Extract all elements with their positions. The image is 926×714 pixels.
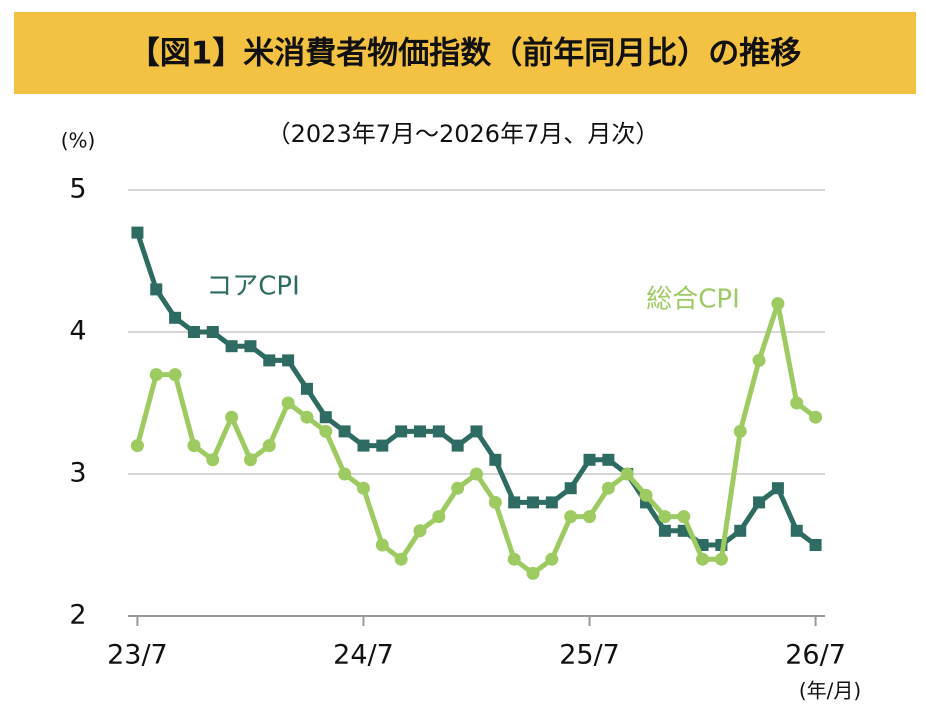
x-axis-label: (年/月) (799, 679, 861, 703)
data-point (150, 283, 163, 296)
data-point (357, 439, 370, 452)
data-point (527, 496, 540, 509)
data-point (658, 510, 672, 524)
data-point (564, 482, 577, 495)
data-point (470, 467, 483, 481)
data-point (376, 439, 389, 452)
data-point (300, 410, 314, 424)
x-tick-label: 23/7 (107, 640, 168, 671)
data-point (620, 467, 634, 481)
data-point (130, 439, 144, 453)
data-point (677, 510, 691, 524)
data-point (432, 510, 446, 524)
data-point (244, 340, 257, 353)
data-point (809, 539, 822, 551)
data-point (451, 439, 464, 452)
chart-title: 【図1】米消費者物価指数（前年同月比）の推移 (129, 36, 802, 72)
y-tick-label: 2 (69, 600, 86, 631)
data-point (809, 410, 823, 424)
data-point (696, 552, 710, 566)
data-point (149, 368, 163, 382)
data-point (169, 311, 182, 324)
data-point (375, 538, 389, 552)
data-point (413, 524, 427, 538)
data-point (790, 524, 803, 537)
data-point (489, 453, 502, 466)
data-point (470, 425, 483, 438)
data-point (225, 410, 239, 424)
data-point (714, 552, 728, 566)
data-point (206, 326, 219, 338)
data-point (243, 453, 257, 467)
data-point (601, 481, 615, 495)
data-point (451, 481, 465, 495)
data-point (564, 510, 578, 524)
data-point (734, 524, 747, 537)
data-point (356, 481, 370, 495)
y-tick-label: 3 (69, 458, 86, 489)
data-point (394, 552, 408, 566)
x-tick-label: 24/7 (333, 640, 394, 671)
data-point (602, 453, 615, 466)
data-point (771, 297, 785, 311)
data-point (319, 424, 333, 438)
data-point (583, 453, 596, 466)
data-point (508, 496, 521, 509)
data-point (262, 439, 276, 453)
title-banner (14, 12, 916, 94)
data-point (658, 524, 671, 537)
series-label: 総合CPI (646, 285, 740, 315)
chart-subtitle: （2023年7月～2026年7月、月次） (267, 120, 660, 148)
data-point (507, 552, 521, 566)
data-point (526, 566, 540, 580)
data-point (753, 496, 766, 509)
data-point (545, 552, 559, 566)
x-tick-label: 26/7 (785, 640, 846, 671)
data-point (338, 425, 351, 438)
data-point (131, 226, 144, 239)
y-axis-label: (%) (61, 129, 96, 153)
data-point (282, 354, 295, 367)
y-tick-label: 4 (69, 316, 86, 347)
data-point (263, 354, 276, 367)
data-point (206, 453, 220, 467)
data-point (395, 425, 408, 438)
data-point (338, 467, 352, 481)
data-point (300, 382, 313, 395)
data-point (281, 396, 295, 410)
data-point (432, 425, 445, 438)
x-tick-label: 25/7 (559, 640, 620, 671)
series-label: コアCPI (206, 272, 300, 302)
data-point (583, 510, 597, 524)
data-point (790, 396, 804, 410)
data-point (225, 340, 238, 353)
y-tick-label: 5 (69, 174, 86, 205)
data-point (187, 439, 201, 453)
data-point (771, 482, 784, 495)
data-point (319, 411, 332, 424)
data-point (639, 488, 653, 502)
data-point (545, 496, 558, 509)
data-point (187, 326, 200, 338)
data-point (413, 425, 426, 438)
data-point (488, 495, 502, 509)
data-point (733, 424, 747, 438)
data-point (752, 353, 766, 367)
data-point (168, 368, 182, 382)
